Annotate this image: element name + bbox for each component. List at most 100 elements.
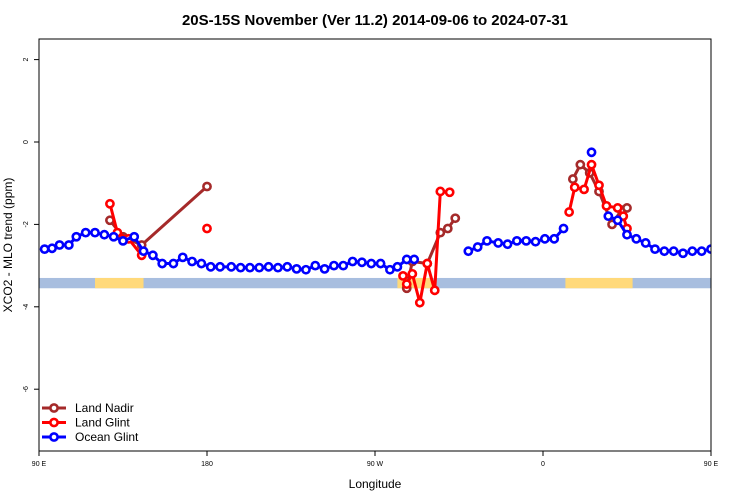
data-point	[347, 256, 358, 267]
data-point	[435, 186, 446, 197]
data-point	[539, 233, 550, 244]
data-point	[245, 262, 255, 273]
x-tick-label: 90 E	[704, 461, 719, 468]
legend-marker	[49, 432, 59, 442]
data-point	[407, 268, 418, 279]
data-point	[138, 246, 149, 257]
data-point	[39, 244, 50, 255]
data-point	[310, 260, 321, 271]
data-point	[530, 236, 541, 247]
data-point	[482, 235, 492, 246]
data-point	[622, 203, 632, 213]
y-tick-label: -2	[23, 221, 30, 227]
data-point	[745, 235, 750, 242]
data-point	[90, 227, 100, 238]
data-point	[586, 147, 597, 158]
data-point	[202, 181, 212, 192]
legend-label: Ocean Glint	[75, 430, 139, 444]
data-point	[429, 285, 440, 296]
data-point	[129, 231, 140, 242]
data-point	[717, 245, 724, 252]
data-point	[579, 184, 589, 195]
data-point	[71, 231, 82, 242]
data-point	[187, 256, 197, 267]
data-point	[603, 211, 614, 222]
x-tick-label: 180	[201, 461, 213, 468]
data-point	[586, 159, 597, 170]
data-point	[414, 297, 425, 308]
land-sea-band	[39, 277, 711, 289]
y-tick-label: 2	[23, 58, 30, 62]
y-axis: 2 0 -2 -4 -6	[23, 58, 39, 392]
data-point	[706, 244, 711, 255]
data-point	[63, 240, 74, 250]
data-point	[502, 239, 513, 250]
data-point	[357, 257, 367, 268]
data-point	[157, 258, 168, 269]
data-point	[196, 258, 207, 269]
data-point	[631, 233, 642, 244]
data-point	[118, 235, 128, 246]
legend-item: Land Glint	[42, 416, 130, 430]
data-point	[687, 246, 698, 257]
data-point	[450, 213, 461, 224]
data-point	[202, 223, 212, 234]
data-point	[594, 180, 604, 191]
data-point	[254, 262, 265, 273]
data-point	[511, 235, 522, 246]
data-point	[385, 264, 395, 275]
y-tick-label: 0	[23, 140, 30, 144]
legend-marker	[49, 403, 59, 413]
data-point	[409, 254, 420, 265]
data-point	[575, 159, 586, 170]
data-point	[80, 227, 91, 238]
data-point	[564, 207, 575, 217]
data-point	[168, 258, 179, 269]
data-point	[726, 241, 733, 248]
data-point	[640, 238, 651, 248]
data-point	[105, 198, 115, 209]
data-point	[226, 261, 237, 272]
legend-item: Land Nadir	[42, 401, 134, 415]
data-point	[622, 229, 632, 240]
data-point	[521, 235, 532, 246]
x-tick-label: 0	[541, 461, 545, 468]
data-point	[422, 258, 433, 269]
data-point	[612, 203, 623, 213]
data-point	[263, 261, 274, 272]
series-line	[607, 214, 711, 255]
data-point	[338, 260, 349, 271]
data-point	[392, 261, 403, 272]
data-point	[401, 279, 412, 290]
data-point	[612, 215, 623, 226]
data-point	[401, 254, 412, 265]
data-point	[54, 240, 65, 250]
data-point	[108, 231, 119, 242]
x-axis-label: Longitude	[349, 477, 402, 491]
legend-label: Land Nadir	[75, 401, 134, 415]
data-point	[366, 258, 377, 269]
data-point	[205, 261, 216, 272]
y-tick-label: -6	[23, 386, 30, 392]
data-point	[678, 248, 688, 259]
series-layer	[39, 147, 750, 308]
data-point	[601, 200, 612, 211]
land-band-segment	[565, 277, 633, 289]
data-point	[463, 246, 474, 257]
data-point	[444, 187, 455, 198]
ocean-band	[39, 277, 711, 289]
data-point	[650, 244, 660, 255]
legend-label: Land Glint	[75, 416, 130, 430]
data-point	[472, 242, 483, 252]
data-point	[235, 262, 246, 273]
data-point	[375, 258, 386, 269]
data-point	[215, 261, 225, 272]
chart-title: 20S-15S November (Ver 11.2) 2014-09-06 t…	[182, 12, 568, 29]
data-point	[696, 246, 707, 257]
legend-marker	[49, 417, 59, 428]
series-ocean-glint	[39, 147, 750, 275]
data-point	[282, 261, 293, 272]
